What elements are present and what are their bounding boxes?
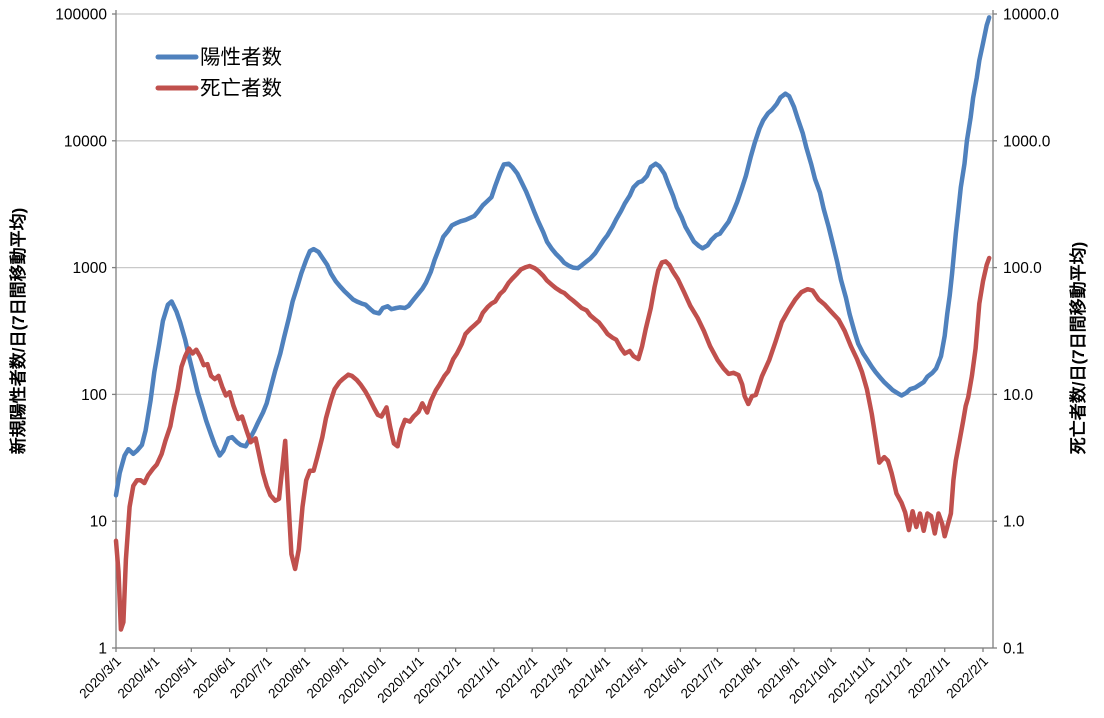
- left-axis-tick-label: 100000: [55, 7, 107, 24]
- series-line-cases: [113, 15, 992, 498]
- series-line-deaths: [113, 255, 992, 632]
- left-axis-tick-label: 10: [90, 514, 108, 531]
- right-axis-tick-label: 100.0: [1003, 260, 1042, 277]
- legend-label-cases: 陽性者数: [200, 46, 282, 69]
- left-axis-tick-label: 1000: [73, 260, 108, 277]
- right-axis-tick-label: 10000.0: [1003, 7, 1059, 24]
- left-axis-tick-label: 1: [98, 641, 107, 658]
- right-axis-tick-label: 1.0: [1003, 514, 1025, 531]
- left-axis-title: 新規陽性者数/日(7日間移動平均): [8, 208, 28, 455]
- left-axis-tick-label: 100: [81, 387, 107, 404]
- right-axis-title: 死亡者数/日(7日間移動平均): [1068, 242, 1088, 455]
- left-axis-tick-label: 10000: [64, 133, 107, 150]
- x-axis-tick-label: 2022/2/1: [943, 654, 991, 702]
- right-axis-tick-label: 0.1: [1003, 641, 1025, 658]
- legend-label-deaths: 死亡者数: [200, 77, 282, 100]
- right-axis-tick-label: 10.0: [1003, 387, 1034, 404]
- right-axis-tick-label: 1000.0: [1003, 133, 1051, 150]
